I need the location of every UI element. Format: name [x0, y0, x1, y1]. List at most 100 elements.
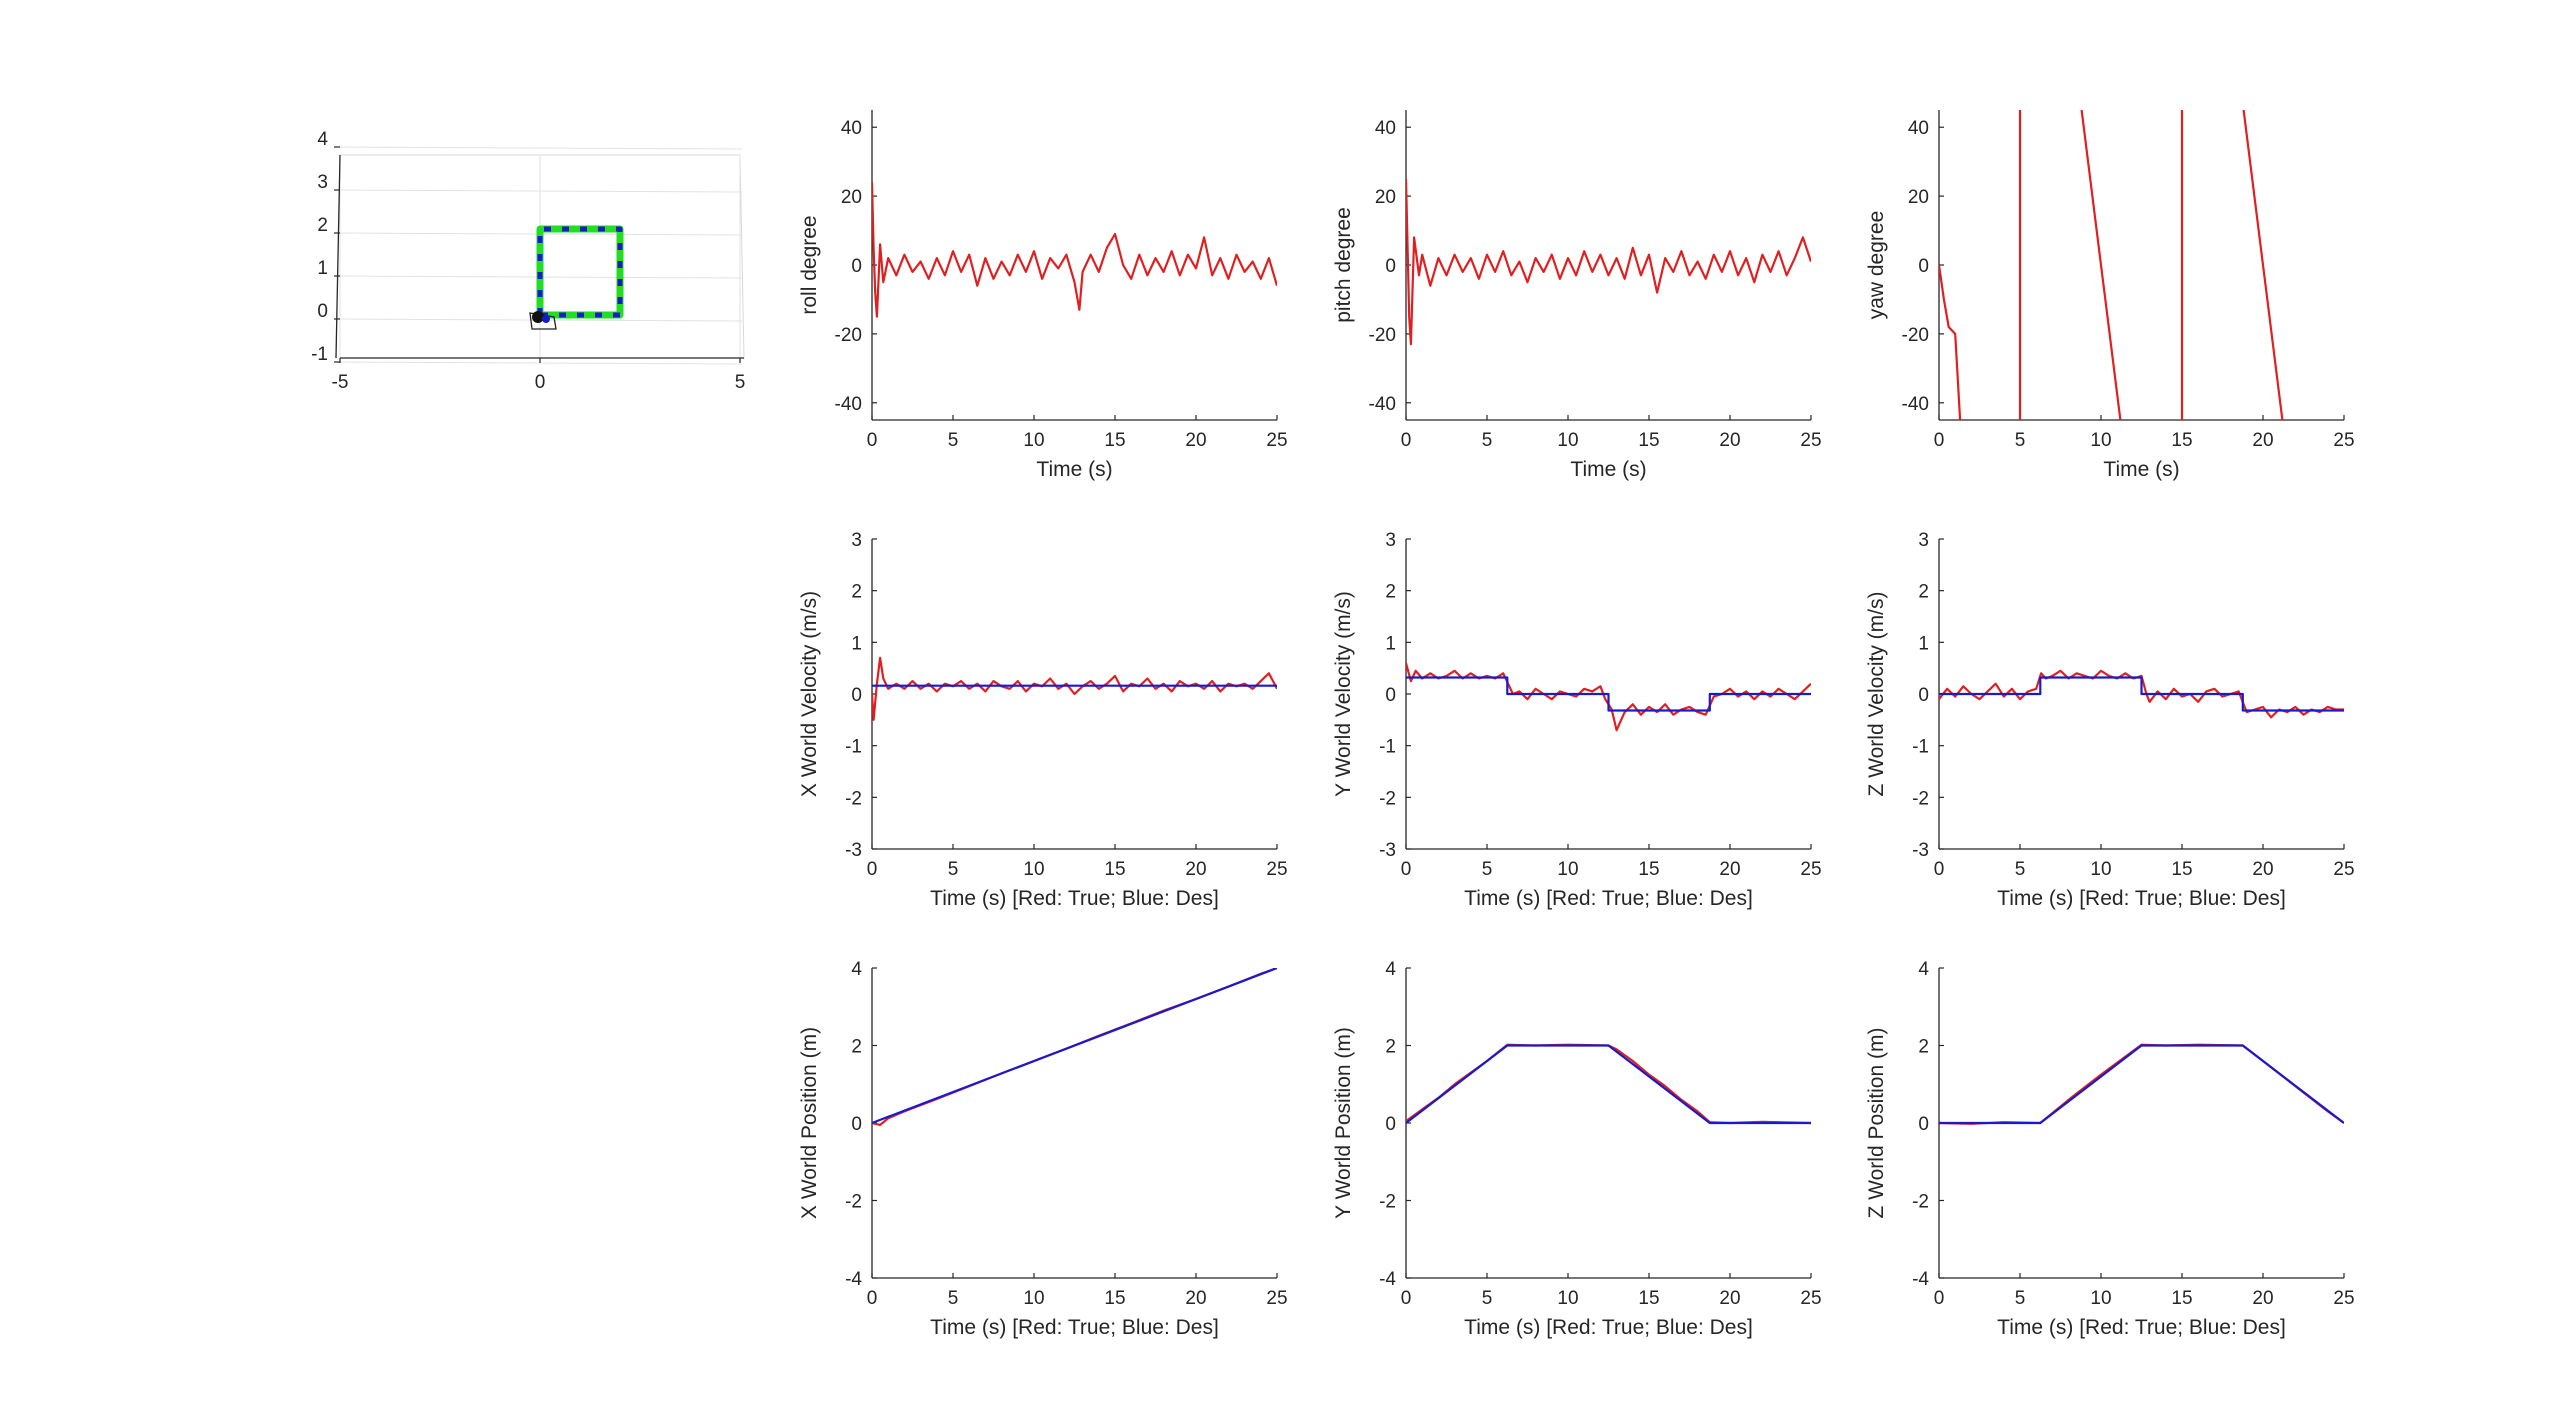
y-axis-label: pitch degree: [1332, 207, 1355, 323]
y-tick-label: -2: [1912, 788, 1929, 809]
series-line-1: [1939, 1044, 2344, 1125]
x-tick-label: 25: [2333, 430, 2354, 451]
series-line-0: [1406, 178, 1811, 346]
x-tick-label: 15: [2171, 859, 2192, 880]
y-tick-label: 0: [1385, 256, 1396, 277]
x-tick-label: 5: [2015, 430, 2026, 451]
series-line-0: [1406, 662, 1811, 732]
y-tick-label: 0: [1918, 256, 1929, 277]
y-tick-label: 20: [1908, 187, 1929, 208]
x-tick-label: 10: [1557, 859, 1578, 880]
x-tick-label: 0: [867, 1288, 878, 1309]
quadrotor-rotor: [542, 315, 550, 323]
y-tick-label: 4: [1385, 959, 1396, 980]
y-tick-label: 1: [1385, 633, 1396, 654]
x-tick-label: 25: [1800, 430, 1821, 451]
y-tick-label: -3: [845, 840, 862, 861]
x-tick-label: 10: [1023, 859, 1044, 880]
x-axis-label: Time (s) [Red: True; Blue: Des]: [930, 887, 1219, 910]
x-tick-label: 20: [2252, 430, 2273, 451]
x-tick-label: 5: [948, 430, 959, 451]
x-tick-label: 20: [1185, 859, 1206, 880]
x-tick-label: 15: [2171, 430, 2192, 451]
x-tick-label: 0: [1934, 430, 1945, 451]
y-tick-label: 2: [1918, 582, 1929, 603]
chart-zvel: 0 5 10 15 20 25 -3 -2 -1 0 1 2 3 Time (s) [Red: True;…: [1865, 530, 2355, 910]
x-tick-label: 0: [1401, 859, 1412, 880]
x-tick-label: 0: [867, 430, 878, 451]
x-tick-label: 5: [1482, 1288, 1493, 1309]
x-tick-label: 0: [1934, 859, 1945, 880]
y-tick-label: -40: [1369, 394, 1396, 415]
y-tick-label: -2: [845, 1192, 862, 1213]
series-line-1: [872, 968, 1277, 1125]
y-tick-label: -1: [1912, 737, 1929, 758]
y-tick-label: 0: [1385, 1114, 1396, 1135]
y-tick-label: 1: [1918, 633, 1929, 654]
x-tick-label: 10: [1023, 430, 1044, 451]
y-tick-label: -40: [835, 394, 862, 415]
x-tick-label: 20: [1719, 1288, 1740, 1309]
x-tick-label: 15: [1638, 859, 1659, 880]
y-axis-label: Y World Position (m): [1332, 1027, 1355, 1219]
series-line-0: [1406, 1043, 1811, 1125]
x-axis-label: Time (s) [Red: True; Blue: Des]: [930, 1316, 1219, 1339]
y-tick-label: 0: [851, 685, 862, 706]
chart-xvel: 0 5 10 15 20 25 -3 -2 -1 0 1 2 3 Time (s) [Red: True;…: [798, 530, 1288, 910]
x-tick-label: 25: [1266, 430, 1287, 451]
y-tick-label: 0: [1918, 685, 1929, 706]
x-tick-label: 20: [1185, 1288, 1206, 1309]
x-tick-label: 5: [2015, 1288, 2026, 1309]
x-axis-label: Time (s): [1570, 458, 1646, 481]
x-tick-label: 25: [2333, 1288, 2354, 1309]
x-tick-label: 25: [1266, 859, 1287, 880]
x-tick-label: 0: [1934, 1288, 1945, 1309]
y-tick-label: 0: [851, 1114, 862, 1135]
x-tick-label: 20: [2252, 859, 2273, 880]
y-tick-label: 3: [851, 530, 862, 551]
series-line-1: [1406, 676, 1811, 712]
x-axis-label: Time (s) [Red: True; Blue: Des]: [1464, 1316, 1753, 1339]
y-tick-label: 4: [851, 959, 862, 980]
x-tick-label: 0: [867, 859, 878, 880]
y-tick-label: 1: [851, 633, 862, 654]
y-tick-label: -4: [1379, 1269, 1396, 1290]
grid-line: [339, 361, 743, 365]
series-line-1: [537, 226, 623, 318]
y-tick-label: 3: [1918, 530, 1929, 551]
x-tick-label: 0: [1401, 430, 1412, 451]
y-tick-label: 2: [851, 1037, 862, 1058]
x-tick-label: 15: [1104, 430, 1125, 451]
x-tick-label: 25: [1800, 1288, 1821, 1309]
x-tick-label: 10: [1557, 1288, 1578, 1309]
x-tick-label: 5: [1482, 430, 1493, 451]
y-tick-label: -20: [1369, 325, 1396, 346]
x-tick-label: 20: [2252, 1288, 2273, 1309]
chart-zpos: 0 5 10 15 20 25 -4 -2 0 2 4 Time (s) [Red: True; Bl…: [1865, 959, 2355, 1339]
y-tick-label: 3: [317, 172, 328, 193]
chart-ypos: 0 5 10 15 20 25 -4 -2 0 2 4 Time (s) [Red: True; Bl…: [1332, 959, 1822, 1339]
x-tick-label: 0: [1401, 1288, 1412, 1309]
x-tick-label: 15: [1104, 859, 1125, 880]
y-tick-label: 20: [841, 187, 862, 208]
y-tick-label: -4: [845, 1269, 862, 1290]
y-tick-label: -2: [1379, 1192, 1396, 1213]
y-tick-label: 2: [317, 215, 328, 236]
y-axis-label: Y World Velocity (m/s): [1332, 591, 1355, 797]
y-tick-label: -2: [845, 788, 862, 809]
quadrotor-body: [532, 311, 544, 323]
x-tick-label: 10: [2090, 1288, 2111, 1309]
series-line-2: [2080, 110, 2122, 420]
chart-pitch: 0 5 10 15 20 25 -40 -20 0 20 40 Time (s) pitch degre…: [1332, 110, 1822, 481]
chart-yvel: 0 5 10 15 20 25 -3 -2 -1 0 1 2 3 Time (s) [Red: True;…: [1332, 530, 1822, 910]
y-tick-label: -1: [1379, 737, 1396, 758]
y-axis-label: X World Velocity (m/s): [798, 591, 821, 797]
y-tick-label: 40: [841, 118, 862, 139]
series-line-0: [872, 656, 1277, 721]
x-tick-label: 20: [1719, 859, 1740, 880]
x-tick-label: 5: [735, 372, 746, 393]
x-axis-label: Time (s) [Red: True; Blue: Des]: [1997, 887, 2286, 910]
x-tick-label: 5: [1482, 859, 1493, 880]
x-tick-label: 5: [948, 1288, 959, 1309]
chart-xpos: 0 5 10 15 20 25 -4 -2 0 2 4 Time (s) [Red: True; Bl…: [798, 959, 1288, 1339]
